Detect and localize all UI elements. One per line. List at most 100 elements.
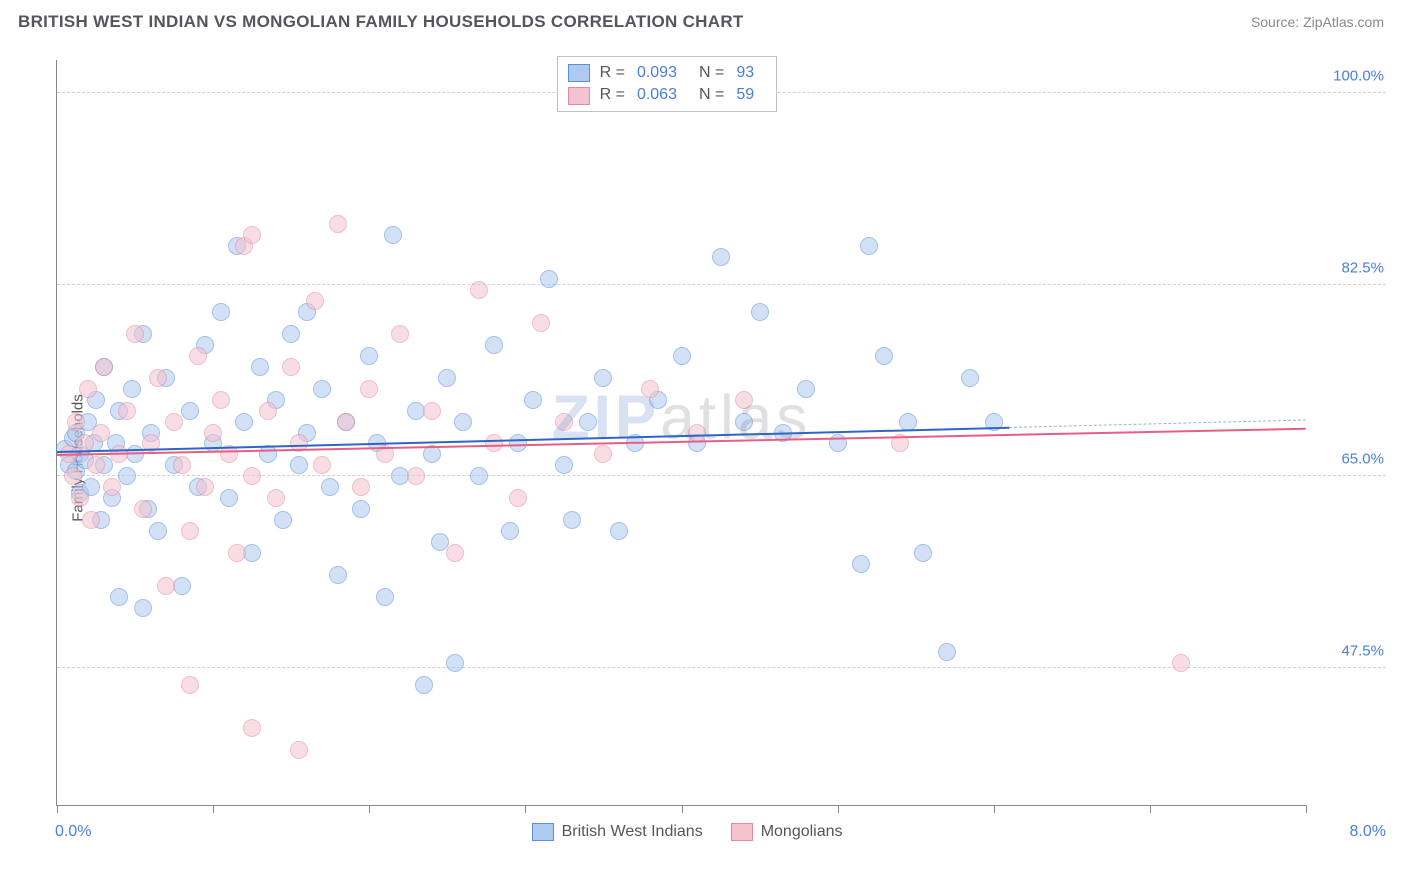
x-tick bbox=[369, 805, 370, 813]
data-point-mong bbox=[71, 489, 89, 507]
data-point-bwi bbox=[712, 248, 730, 266]
data-point-mong bbox=[1172, 654, 1190, 672]
x-tick bbox=[682, 805, 683, 813]
data-point-bwi bbox=[524, 391, 542, 409]
data-point-bwi bbox=[352, 500, 370, 518]
data-point-bwi bbox=[875, 347, 893, 365]
data-point-mong bbox=[103, 478, 121, 496]
data-point-bwi bbox=[540, 270, 558, 288]
data-point-mong bbox=[149, 369, 167, 387]
swatch-bwi bbox=[568, 64, 590, 82]
data-point-bwi bbox=[118, 467, 136, 485]
data-point-mong bbox=[82, 511, 100, 529]
trendline-dash-bwi bbox=[1009, 419, 1306, 428]
data-point-bwi bbox=[243, 544, 261, 562]
data-point-bwi bbox=[251, 358, 269, 376]
data-point-mong bbox=[134, 500, 152, 518]
data-point-mong bbox=[95, 358, 113, 376]
data-point-mong bbox=[157, 577, 175, 595]
data-point-bwi bbox=[220, 489, 238, 507]
data-point-bwi bbox=[555, 456, 573, 474]
x-tick bbox=[994, 805, 995, 813]
data-point-mong bbox=[243, 719, 261, 737]
data-point-mong bbox=[509, 489, 527, 507]
data-point-bwi bbox=[235, 413, 253, 431]
x-tick bbox=[213, 805, 214, 813]
data-point-mong bbox=[165, 413, 183, 431]
y-tick-label: 65.0% bbox=[1310, 451, 1384, 468]
data-point-mong bbox=[64, 467, 82, 485]
data-point-bwi bbox=[290, 456, 308, 474]
data-point-bwi bbox=[376, 588, 394, 606]
y-tick-label: 82.5% bbox=[1310, 259, 1384, 276]
data-point-bwi bbox=[134, 599, 152, 617]
data-point-mong bbox=[329, 215, 347, 233]
r-label: R = bbox=[600, 84, 625, 106]
correlation-legend: R = 0.093 N = 93 R = 0.063 N = 59 bbox=[557, 56, 778, 112]
x-tick bbox=[525, 805, 526, 813]
data-point-mong bbox=[196, 478, 214, 496]
n-value-bwi: 93 bbox=[736, 62, 754, 84]
x-axis-min-label: 0.0% bbox=[55, 823, 91, 841]
data-point-mong bbox=[126, 325, 144, 343]
data-point-mong bbox=[555, 413, 573, 431]
data-point-bwi bbox=[212, 303, 230, 321]
data-point-bwi bbox=[852, 555, 870, 573]
data-point-mong bbox=[391, 325, 409, 343]
trendline-mong bbox=[57, 428, 1306, 456]
data-point-bwi bbox=[579, 413, 597, 431]
data-point-mong bbox=[87, 456, 105, 474]
data-point-mong bbox=[423, 402, 441, 420]
data-point-mong bbox=[352, 478, 370, 496]
data-point-bwi bbox=[110, 588, 128, 606]
data-point-bwi bbox=[259, 445, 277, 463]
series-label-bwi: British West Indians bbox=[562, 823, 703, 841]
data-point-mong bbox=[243, 467, 261, 485]
data-point-bwi bbox=[470, 467, 488, 485]
swatch-mong bbox=[731, 823, 753, 841]
series-label-mong: Mongolians bbox=[761, 823, 843, 841]
legend-item-mong: Mongolians bbox=[731, 823, 843, 841]
data-point-mong bbox=[228, 544, 246, 562]
data-point-mong bbox=[485, 434, 503, 452]
chart-container: Family Households ZIPatlas R = 0.093 N =… bbox=[18, 44, 1386, 872]
data-point-bwi bbox=[313, 380, 331, 398]
data-point-mong bbox=[204, 424, 222, 442]
x-tick bbox=[1150, 805, 1151, 813]
data-point-mong bbox=[181, 676, 199, 694]
plot-area: ZIPatlas R = 0.093 N = 93 R = 0.063 N = … bbox=[56, 60, 1306, 806]
swatch-bwi bbox=[532, 823, 554, 841]
data-point-mong bbox=[360, 380, 378, 398]
data-point-bwi bbox=[384, 226, 402, 244]
data-point-mong bbox=[641, 380, 659, 398]
data-point-bwi bbox=[431, 533, 449, 551]
data-point-mong bbox=[92, 424, 110, 442]
data-point-bwi bbox=[123, 380, 141, 398]
data-point-bwi bbox=[415, 676, 433, 694]
data-point-bwi bbox=[282, 325, 300, 343]
data-point-mong bbox=[212, 391, 230, 409]
data-point-bwi bbox=[610, 522, 628, 540]
n-value-mong: 59 bbox=[736, 84, 754, 106]
x-tick bbox=[1306, 805, 1307, 813]
data-point-mong bbox=[259, 402, 277, 420]
legend-row-mong: R = 0.063 N = 59 bbox=[568, 84, 767, 106]
data-point-bwi bbox=[797, 380, 815, 398]
data-point-mong bbox=[407, 467, 425, 485]
n-label: N = bbox=[699, 84, 724, 106]
data-point-bwi bbox=[735, 413, 753, 431]
data-point-mong bbox=[470, 281, 488, 299]
data-point-mong bbox=[688, 424, 706, 442]
data-point-mong bbox=[67, 413, 85, 431]
legend-row-bwi: R = 0.093 N = 93 bbox=[568, 62, 767, 84]
data-point-bwi bbox=[860, 237, 878, 255]
data-point-bwi bbox=[329, 566, 347, 584]
data-point-mong bbox=[173, 456, 191, 474]
chart-title: BRITISH WEST INDIAN VS MONGOLIAN FAMILY … bbox=[18, 12, 744, 32]
y-tick-label: 100.0% bbox=[1310, 67, 1384, 84]
data-point-bwi bbox=[938, 643, 956, 661]
data-point-bwi bbox=[899, 413, 917, 431]
x-axis-max-label: 8.0% bbox=[1350, 823, 1386, 841]
series-legend: British West Indians Mongolians bbox=[532, 823, 843, 841]
data-point-bwi bbox=[360, 347, 378, 365]
